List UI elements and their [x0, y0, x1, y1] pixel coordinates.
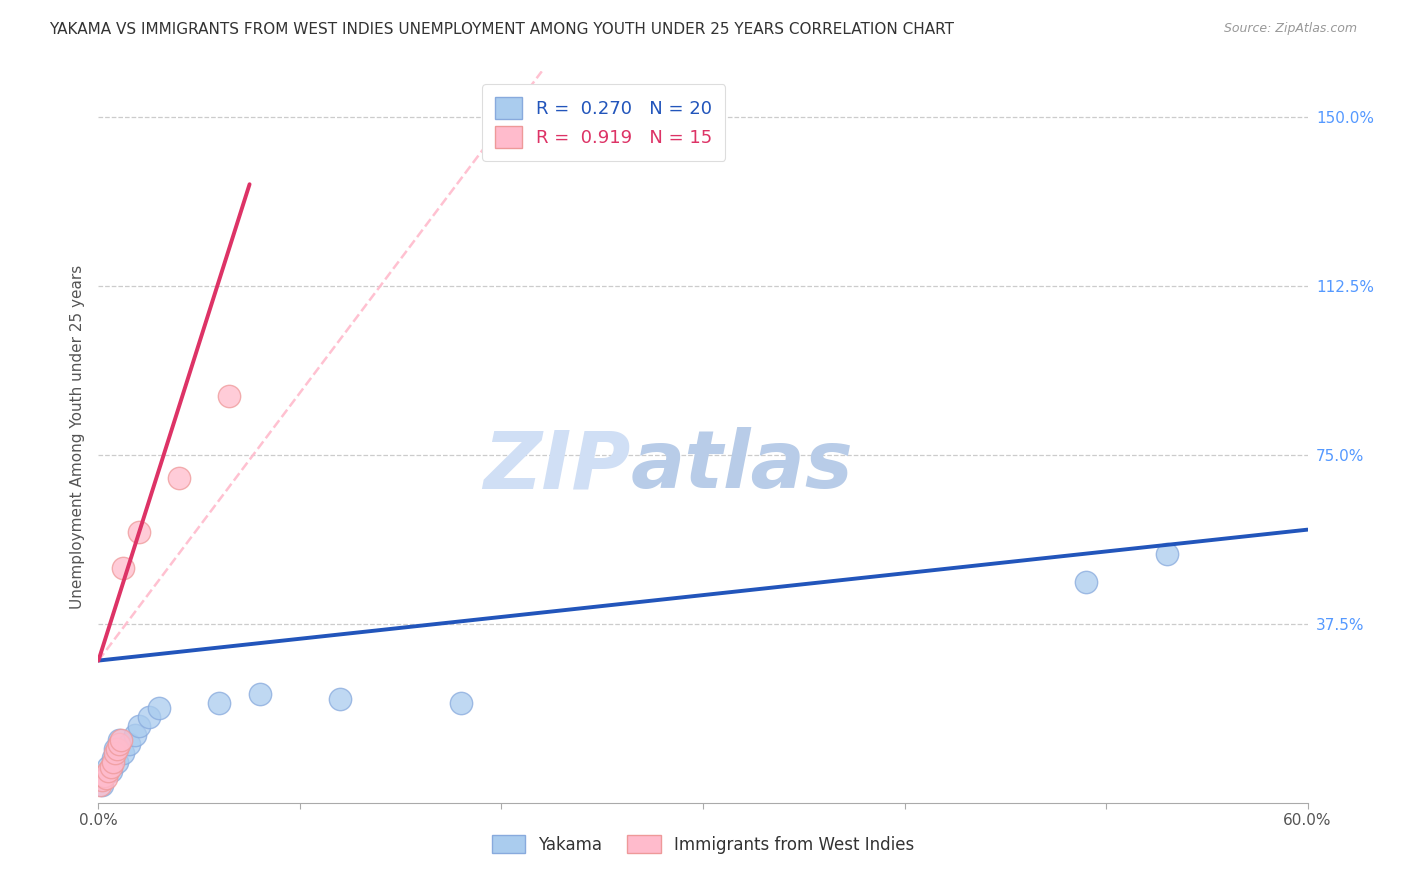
- Point: [111, 561, 134, 575]
- Point: [148, 701, 170, 715]
- Point: [100, 764, 122, 779]
- Point: [97, 764, 120, 779]
- Point: [103, 746, 125, 760]
- Point: [111, 746, 134, 760]
- Point: [101, 750, 124, 764]
- Text: YAKAMA VS IMMIGRANTS FROM WEST INDIES UNEMPLOYMENT AMONG YOUTH UNDER 25 YEARS CO: YAKAMA VS IMMIGRANTS FROM WEST INDIES UN…: [49, 22, 955, 37]
- Point: [107, 737, 129, 751]
- Point: [110, 732, 132, 747]
- Point: [124, 728, 146, 742]
- Point: [208, 697, 231, 711]
- Point: [107, 732, 129, 747]
- Point: [89, 778, 111, 792]
- Text: ZIP: ZIP: [484, 427, 630, 506]
- Point: [138, 710, 160, 724]
- Text: atlas: atlas: [630, 427, 853, 506]
- Y-axis label: Unemployment Among Youth under 25 years: Unemployment Among Youth under 25 years: [69, 265, 84, 609]
- Point: [97, 760, 120, 774]
- Point: [105, 755, 128, 769]
- Legend: Yakama, Immigrants from West Indies: Yakama, Immigrants from West Indies: [485, 829, 921, 860]
- Point: [93, 769, 115, 783]
- Point: [105, 741, 128, 756]
- Text: Source: ZipAtlas.com: Source: ZipAtlas.com: [1223, 22, 1357, 36]
- Point: [167, 471, 190, 485]
- Point: [218, 389, 240, 403]
- Point: [450, 697, 472, 711]
- Point: [100, 760, 122, 774]
- Point: [118, 737, 141, 751]
- Point: [329, 692, 352, 706]
- Point: [96, 771, 118, 785]
- Point: [1156, 548, 1178, 562]
- Point: [93, 769, 115, 783]
- Point: [91, 778, 114, 792]
- Point: [128, 719, 150, 733]
- Point: [1074, 574, 1097, 589]
- Point: [91, 773, 114, 788]
- Point: [128, 524, 150, 539]
- Point: [103, 741, 125, 756]
- Point: [101, 755, 124, 769]
- Point: [249, 688, 271, 702]
